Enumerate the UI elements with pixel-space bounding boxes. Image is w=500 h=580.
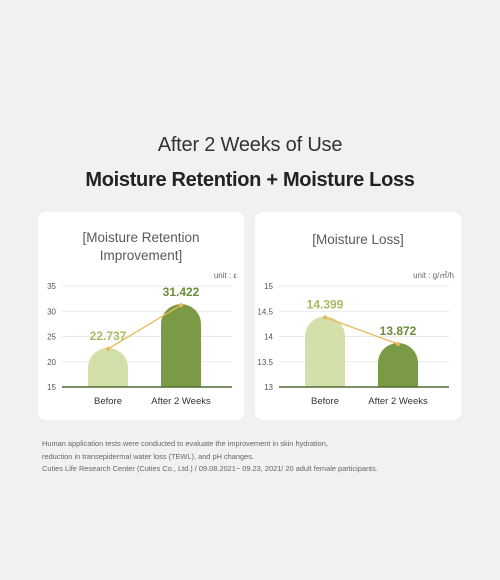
trend-point xyxy=(323,315,327,320)
y-tick-label: 35 xyxy=(47,282,56,291)
x-category-label: Before xyxy=(94,396,122,407)
y-tick-label: 15 xyxy=(264,282,273,291)
y-tick-label: 13.5 xyxy=(257,358,273,367)
bar xyxy=(88,347,128,387)
footnote-line: Human application tests were conducted t… xyxy=(42,439,328,448)
bar xyxy=(161,304,201,387)
footnote-line: reduction in transepidermal water loss (… xyxy=(42,451,254,461)
unit-label: unit : ε xyxy=(214,271,238,280)
y-tick-label: 15 xyxy=(47,383,56,392)
moisture-retention-chart: [Moisture Retention Improvement] unit : ε 1… xyxy=(47,230,238,407)
y-tick-label: 14.5 xyxy=(257,307,273,316)
data-label: 22.737 xyxy=(90,329,127,343)
trend-line xyxy=(107,304,182,350)
page-subtitle: After 2 Weeks of Use xyxy=(157,134,343,156)
data-label: 31.422 xyxy=(163,285,200,299)
data-label: 14.399 xyxy=(307,297,344,311)
y-tick-label: 20 xyxy=(47,358,56,367)
x-category-label: After 2 Weeks xyxy=(368,396,428,407)
y-tick-label: 30 xyxy=(47,307,56,316)
trend-line xyxy=(324,316,399,345)
y-tick-label: 14 xyxy=(264,333,273,342)
footnotes: Human application tests were conducted t… xyxy=(42,438,462,476)
y-tick-label: 25 xyxy=(47,333,56,342)
trend-point xyxy=(106,346,110,351)
trend-point xyxy=(179,303,183,308)
chart-title-line: [Moisture Retention xyxy=(82,230,199,245)
moisture-retention-card: [Moisture Retention Improvement] unit : ε 1… xyxy=(38,212,244,420)
bar xyxy=(305,316,345,387)
page-header: After 2 Weeks of Use Moisture Retention … xyxy=(0,134,500,192)
footnote-line: Cuties Life Research Center (Cuties Co.,… xyxy=(42,464,378,474)
chart-title-line: [Moisture Loss] xyxy=(312,232,404,247)
unit-label: unit : g/㎡/h xyxy=(413,271,454,280)
bar xyxy=(378,342,418,387)
moisture-loss-chart: [Moisture Loss] unit : g/㎡/h 13 13.5 14 14.5 1… xyxy=(257,232,454,407)
page-title: Moisture Retention + Moisture Loss xyxy=(85,169,415,191)
data-label: 13.872 xyxy=(380,324,417,338)
trend-point xyxy=(396,341,400,346)
chart-title-line: Improvement] xyxy=(100,248,183,263)
x-category-label: Before xyxy=(311,396,339,407)
moisture-loss-card: [Moisture Loss] unit : g/㎡/h 13 13.5 14 14.5 1… xyxy=(255,212,461,420)
y-tick-label: 13 xyxy=(264,383,273,392)
x-category-label: After 2 Weeks xyxy=(151,396,211,407)
